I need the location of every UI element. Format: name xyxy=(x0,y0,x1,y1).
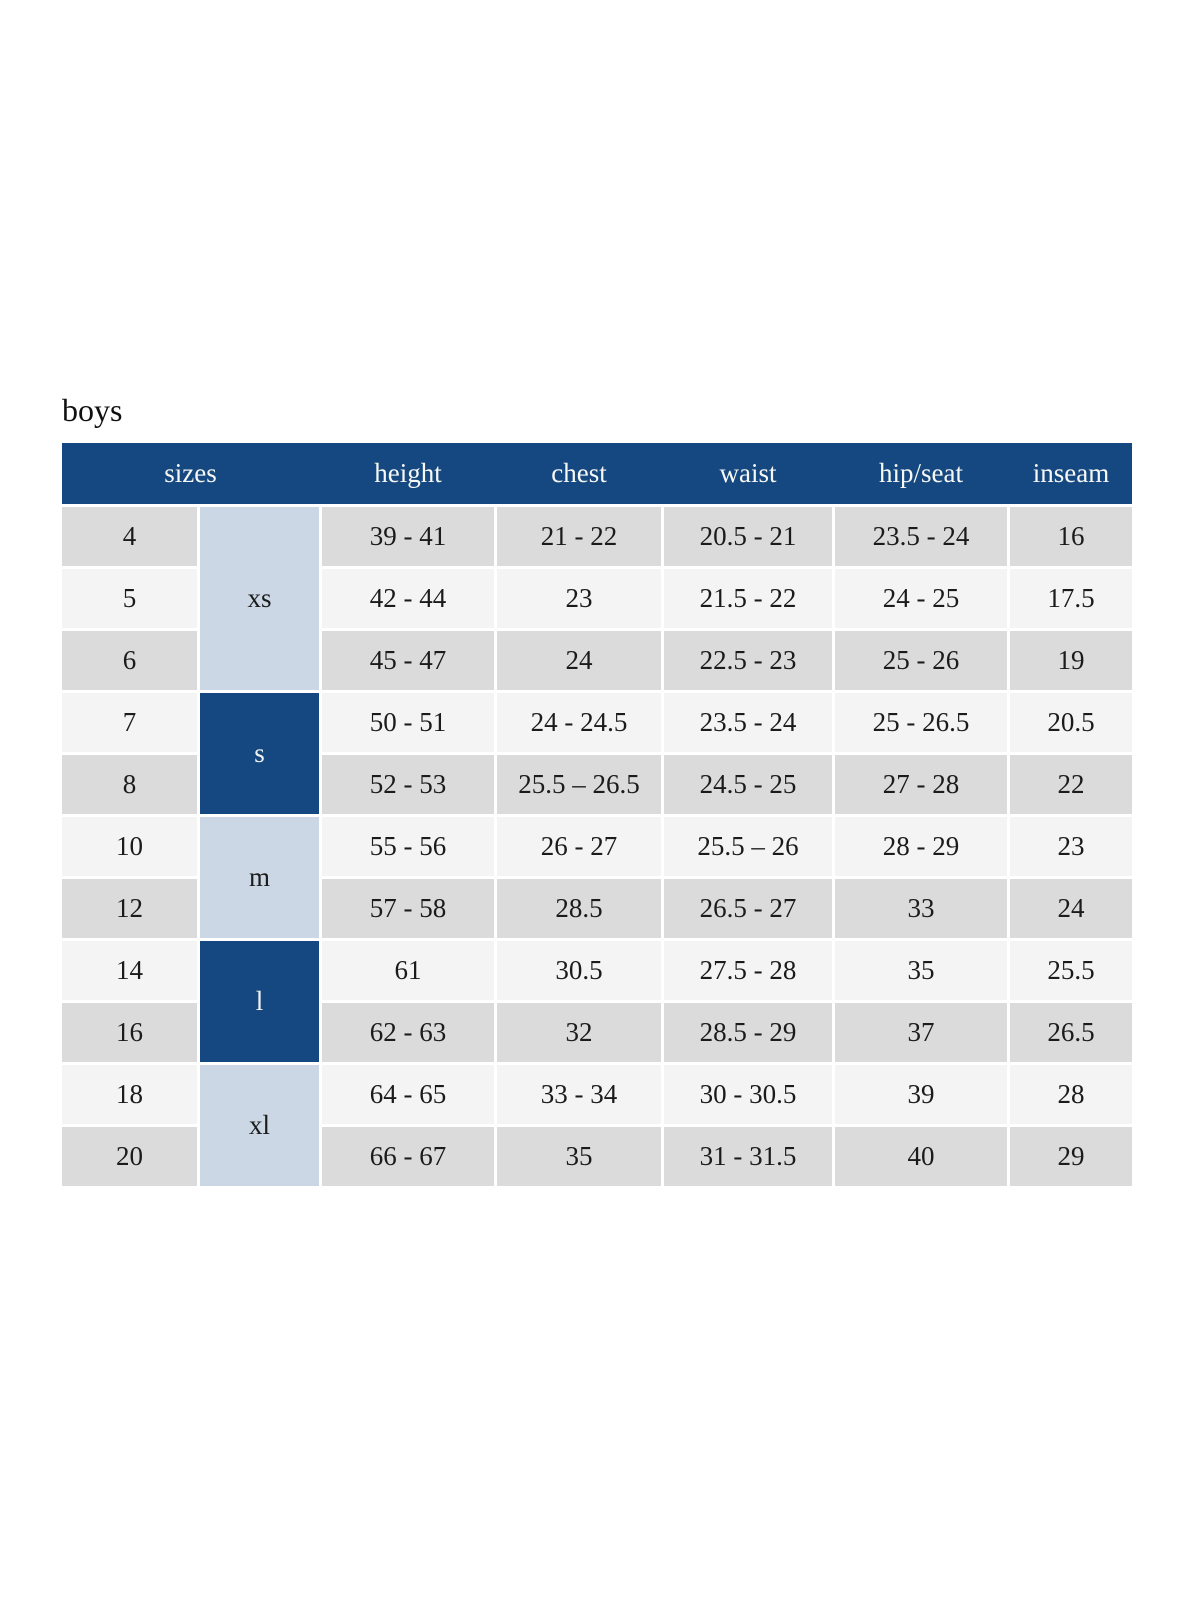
table-body: xs s m l xl 4 39 - 41 21 - 22 20.5 - 21 … xyxy=(62,507,1132,1186)
cell-hip-seat: 27 - 28 xyxy=(835,755,1007,814)
cell-chest: 21 - 22 xyxy=(497,507,661,566)
cell-inseam: 17.5 xyxy=(1010,569,1132,628)
cell-hip-seat: 28 - 29 xyxy=(835,817,1007,876)
cell-waist: 21.5 - 22 xyxy=(664,569,832,628)
cell-chest: 25.5 – 26.5 xyxy=(497,755,661,814)
cell-size: 6 xyxy=(62,631,197,690)
cell-height: 45 - 47 xyxy=(322,631,494,690)
cell-size: 7 xyxy=(62,693,197,752)
cell-hip-seat: 25 - 26.5 xyxy=(835,693,1007,752)
cell-size: 18 xyxy=(62,1065,197,1124)
cell-waist: 20.5 - 21 xyxy=(664,507,832,566)
cell-height: 66 - 67 xyxy=(322,1127,494,1186)
table-header-row: sizes height chest waist hip/seat inseam xyxy=(62,443,1132,504)
page-title: boys xyxy=(62,392,123,428)
cell-inseam: 28 xyxy=(1010,1065,1132,1124)
cell-size: 12 xyxy=(62,879,197,938)
cell-height: 61 xyxy=(322,941,494,1000)
cell-chest: 28.5 xyxy=(497,879,661,938)
cell-inseam: 29 xyxy=(1010,1127,1132,1186)
cell-hip-seat: 37 xyxy=(835,1003,1007,1062)
cell-hip-seat: 35 xyxy=(835,941,1007,1000)
cell-height: 64 - 65 xyxy=(322,1065,494,1124)
cell-size: 10 xyxy=(62,817,197,876)
cell-height: 62 - 63 xyxy=(322,1003,494,1062)
cell-waist: 27.5 - 28 xyxy=(664,941,832,1000)
col-header-chest: chest xyxy=(551,458,607,488)
cell-hip-seat: 25 - 26 xyxy=(835,631,1007,690)
cell-waist: 26.5 - 27 xyxy=(664,879,832,938)
cell-waist: 28.5 - 29 xyxy=(664,1003,832,1062)
cell-waist: 25.5 – 26 xyxy=(664,817,832,876)
cell-waist: 30 - 30.5 xyxy=(664,1065,832,1124)
size-group-s: s xyxy=(200,693,319,814)
cell-inseam: 24 xyxy=(1010,879,1132,938)
cell-hip-seat: 23.5 - 24 xyxy=(835,507,1007,566)
cell-chest: 32 xyxy=(497,1003,661,1062)
cell-hip-seat: 39 xyxy=(835,1065,1007,1124)
cell-inseam: 25.5 xyxy=(1010,941,1132,1000)
col-header-inseam: inseam xyxy=(1032,458,1110,488)
cell-height: 55 - 56 xyxy=(322,817,494,876)
cell-waist: 31 - 31.5 xyxy=(664,1127,832,1186)
cell-waist: 23.5 - 24 xyxy=(664,693,832,752)
cell-chest: 24 xyxy=(497,631,661,690)
cell-height: 52 - 53 xyxy=(322,755,494,814)
size-group-xs: xs xyxy=(200,507,319,690)
cell-waist: 22.5 - 23 xyxy=(664,631,832,690)
cell-height: 42 - 44 xyxy=(322,569,494,628)
cell-size: 4 xyxy=(62,507,197,566)
cell-hip-seat: 40 xyxy=(835,1127,1007,1186)
cell-chest: 26 - 27 xyxy=(497,817,661,876)
cell-inseam: 20.5 xyxy=(1010,693,1132,752)
cell-height: 50 - 51 xyxy=(322,693,494,752)
cell-hip-seat: 24 - 25 xyxy=(835,569,1007,628)
cell-chest: 23 xyxy=(497,569,661,628)
col-header-hip-seat: hip/seat xyxy=(879,458,963,488)
cell-size: 16 xyxy=(62,1003,197,1062)
size-group-xl: xl xyxy=(200,1065,319,1186)
size-group-l: l xyxy=(200,941,319,1062)
cell-size: 5 xyxy=(62,569,197,628)
cell-chest: 30.5 xyxy=(497,941,661,1000)
cell-inseam: 16 xyxy=(1010,507,1132,566)
cell-chest: 24 - 24.5 xyxy=(497,693,661,752)
cell-height: 57 - 58 xyxy=(322,879,494,938)
cell-size: 14 xyxy=(62,941,197,1000)
cell-hip-seat: 33 xyxy=(835,879,1007,938)
col-header-height: height xyxy=(374,458,442,488)
cell-chest: 35 xyxy=(497,1127,661,1186)
cell-waist: 24.5 - 25 xyxy=(664,755,832,814)
cell-inseam: 23 xyxy=(1010,817,1132,876)
cell-size: 20 xyxy=(62,1127,197,1186)
col-header-sizes: sizes xyxy=(164,458,217,488)
cell-chest: 33 - 34 xyxy=(497,1065,661,1124)
cell-inseam: 22 xyxy=(1010,755,1132,814)
cell-size: 8 xyxy=(62,755,197,814)
cell-inseam: 26.5 xyxy=(1010,1003,1132,1062)
cell-inseam: 19 xyxy=(1010,631,1132,690)
size-chart-table: sizes height chest waist hip/seat inseam… xyxy=(62,443,1132,1186)
col-header-waist: waist xyxy=(719,458,777,488)
cell-height: 39 - 41 xyxy=(322,507,494,566)
size-group-m: m xyxy=(200,817,319,938)
